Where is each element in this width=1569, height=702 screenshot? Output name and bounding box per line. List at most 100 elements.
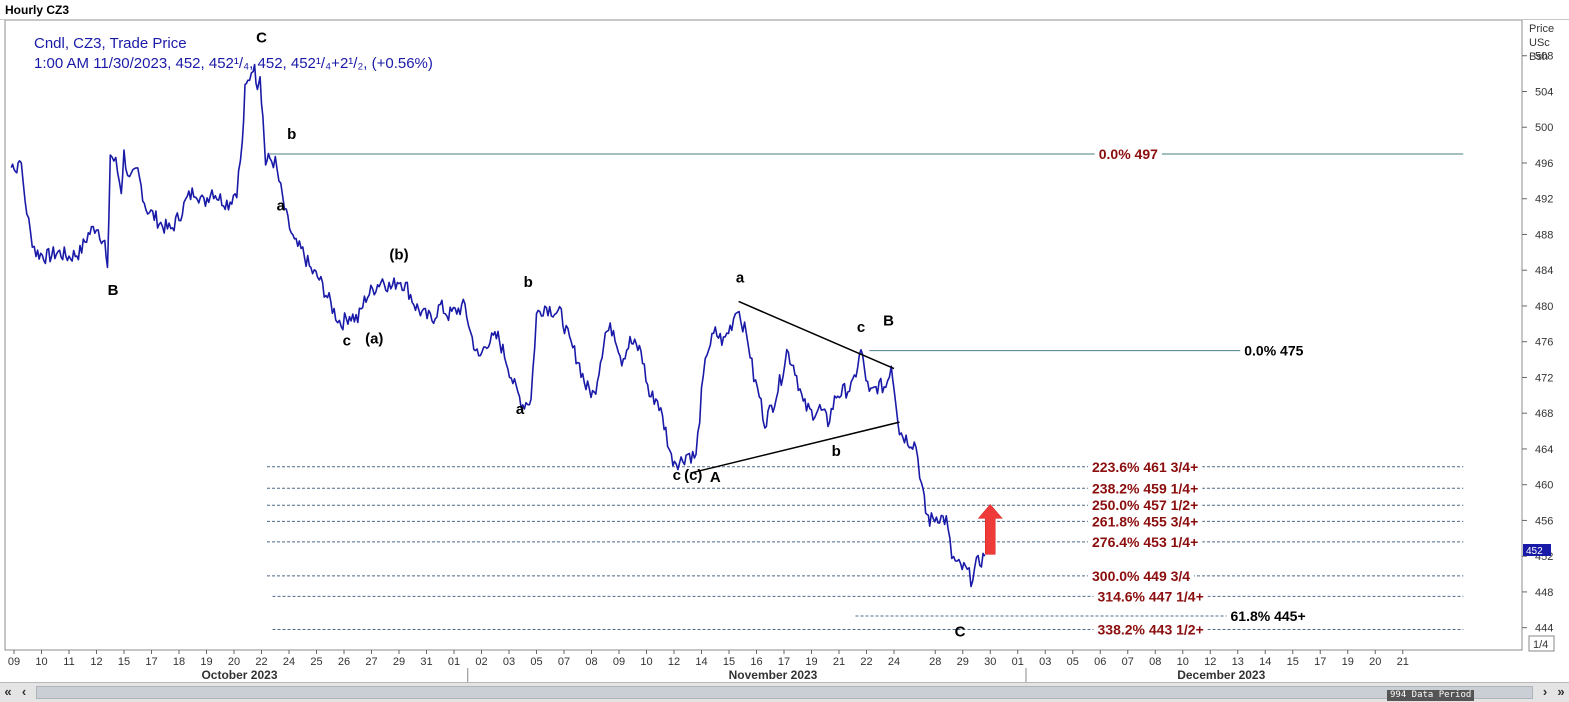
scroll-last-button[interactable]: » bbox=[1557, 684, 1565, 699]
info-line-1: Cndl, CZ3, Trade Price bbox=[34, 35, 187, 52]
fib-label-bg bbox=[1088, 567, 1195, 584]
y-tick-label: 472 bbox=[1535, 372, 1553, 384]
x-tick-label: 01 bbox=[448, 656, 460, 668]
scroll-first-button[interactable]: « bbox=[4, 684, 12, 699]
wave-label: a bbox=[736, 270, 745, 287]
price-chart[interactable]: 0.0% 497 0.0% 475 223.6% 461 3/4+ 238.2% 45… bbox=[0, 20, 1569, 682]
x-tick-label: 30 bbox=[984, 656, 996, 668]
scroll-track[interactable]: 994 Data Period bbox=[36, 686, 1533, 701]
time-scrollbar[interactable]: « ‹ 994 Data Period › » bbox=[0, 682, 1569, 702]
y-tick-label: 484 bbox=[1535, 265, 1553, 277]
x-tick-label: 08 bbox=[585, 656, 597, 668]
x-tick-label: 10 bbox=[35, 656, 47, 668]
zoom-button[interactable]: 1/4 bbox=[1528, 635, 1555, 652]
x-tick-label: 12 bbox=[90, 656, 102, 668]
fib-label-bg bbox=[1240, 342, 1308, 359]
fib-level-label: 300.0% 449 3/4 bbox=[1092, 568, 1190, 584]
x-tick-label: 07 bbox=[558, 656, 570, 668]
trendline[interactable] bbox=[690, 421, 900, 474]
x-tick-label: 08 bbox=[1149, 656, 1161, 668]
x-tick-label: 11 bbox=[63, 656, 74, 668]
fib-label-bg bbox=[1088, 458, 1203, 475]
wave-label: b bbox=[524, 274, 533, 291]
x-tick-label: 03 bbox=[503, 656, 515, 668]
y-tick-label: 492 bbox=[1535, 194, 1553, 206]
y-tick-label: 480 bbox=[1535, 301, 1553, 313]
price-axis-header-2: USc bbox=[1529, 37, 1550, 49]
x-tick-label: 17 bbox=[778, 656, 790, 668]
current-price-label: 452 bbox=[1526, 546, 1543, 557]
x-tick-label: 15 bbox=[1287, 656, 1299, 668]
x-tick-label: 19 bbox=[805, 656, 817, 668]
wave-label: (c) bbox=[684, 467, 702, 484]
x-tick-label: 19 bbox=[1342, 656, 1354, 668]
x-tick-label: 09 bbox=[613, 656, 625, 668]
x-tick-label: 22 bbox=[255, 656, 267, 668]
fib-level-label: 0.0% 475 bbox=[1244, 343, 1303, 359]
x-tick-label: 02 bbox=[475, 656, 487, 668]
fib-level-label: 0.0% 497 bbox=[1099, 146, 1158, 162]
y-tick-label: 448 bbox=[1535, 587, 1553, 599]
x-tick-label: 26 bbox=[338, 656, 350, 668]
up-arrow-icon bbox=[977, 503, 1003, 555]
fib-level-label: 250.0% 457 1/2+ bbox=[1092, 497, 1198, 513]
x-tick-label: 24 bbox=[283, 656, 295, 668]
x-tick-label: 13 bbox=[1232, 656, 1244, 668]
y-tick-label: 496 bbox=[1535, 158, 1553, 170]
fib-level-label: 338.2% 443 1/2+ bbox=[1098, 621, 1204, 637]
x-tick-label: 16 bbox=[750, 656, 762, 668]
wave-label: (a) bbox=[365, 330, 383, 347]
fib-level-label: 314.6% 447 1/4+ bbox=[1098, 588, 1204, 604]
month-label: December 2023 bbox=[1177, 668, 1265, 682]
x-tick-label: 21 bbox=[833, 656, 845, 668]
window-title: Hourly CZ3 bbox=[0, 0, 1569, 20]
wave-label: a bbox=[277, 197, 286, 214]
y-tick-label: 488 bbox=[1535, 229, 1553, 241]
fib-level-label: 261.8% 455 3/4+ bbox=[1092, 513, 1198, 529]
price-axis-header-1: Price bbox=[1529, 23, 1554, 35]
wave-label: B bbox=[883, 313, 894, 330]
wave-label: a bbox=[516, 401, 525, 418]
y-tick-label: 460 bbox=[1535, 480, 1553, 492]
x-tick-label: 25 bbox=[310, 656, 322, 668]
fib-level-label: 276.4% 453 1/4+ bbox=[1092, 534, 1198, 550]
x-tick-label: 31 bbox=[420, 656, 432, 668]
x-tick-label: 07 bbox=[1122, 656, 1134, 668]
price-axis-header-3: Bsh bbox=[1529, 51, 1548, 63]
y-tick-label: 476 bbox=[1535, 337, 1553, 349]
x-tick-label: 10 bbox=[1177, 656, 1189, 668]
y-tick-label: 468 bbox=[1535, 408, 1553, 420]
x-tick-label: 17 bbox=[145, 656, 157, 668]
fib-label-bg bbox=[1088, 480, 1203, 497]
fib-label-bg bbox=[1094, 146, 1162, 163]
x-tick-label: 05 bbox=[1067, 656, 1079, 668]
x-tick-label: 22 bbox=[860, 656, 872, 668]
y-tick-label: 464 bbox=[1535, 444, 1553, 456]
x-tick-label: 17 bbox=[1314, 656, 1326, 668]
fib-label-bg bbox=[1088, 533, 1203, 550]
info-line-2: 1:00 AM 11/30/2023, 452, 452¹/₄, 452, 45… bbox=[34, 55, 433, 72]
wave-label: b bbox=[832, 443, 841, 460]
x-tick-label: 15 bbox=[723, 656, 735, 668]
x-tick-label: 18 bbox=[173, 656, 185, 668]
zoom-label: 1/4 bbox=[1533, 639, 1548, 651]
x-tick-label: 19 bbox=[200, 656, 212, 668]
y-tick-label: 444 bbox=[1535, 623, 1553, 635]
y-tick-label: 456 bbox=[1535, 515, 1553, 527]
price-line bbox=[10, 63, 986, 588]
data-period-label: 994 Data Period bbox=[1387, 690, 1475, 701]
scroll-right-button[interactable]: › bbox=[1542, 684, 1548, 699]
wave-label: c bbox=[857, 319, 865, 336]
x-tick-label: 15 bbox=[118, 656, 130, 668]
x-tick-label: 14 bbox=[695, 656, 707, 668]
x-tick-label: 21 bbox=[1397, 656, 1409, 668]
x-tick-label: 01 bbox=[1012, 656, 1024, 668]
scroll-left-button[interactable]: ‹ bbox=[21, 684, 27, 699]
fib-label-bg bbox=[1226, 608, 1310, 625]
wave-label: c bbox=[673, 467, 681, 484]
fib-level-label: 61.8% 445+ bbox=[1231, 608, 1306, 624]
x-tick-label: 20 bbox=[228, 656, 240, 668]
trendline[interactable] bbox=[738, 300, 895, 370]
wave-label: c bbox=[343, 332, 351, 349]
